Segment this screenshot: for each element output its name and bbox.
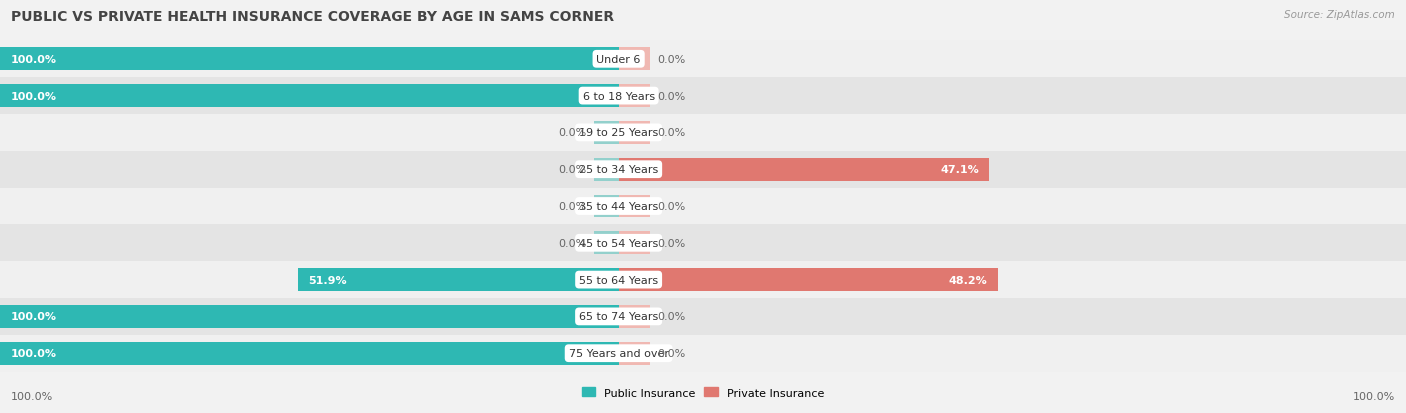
Bar — [619, 48, 650, 71]
Legend: Public Insurance, Private Insurance: Public Insurance, Private Insurance — [578, 383, 828, 402]
Text: Source: ZipAtlas.com: Source: ZipAtlas.com — [1284, 10, 1395, 20]
Text: 100.0%: 100.0% — [11, 55, 56, 65]
Bar — [0, 188, 1406, 225]
Bar — [0, 78, 1406, 115]
Bar — [0, 261, 1406, 298]
Text: 25 to 34 Years: 25 to 34 Years — [579, 165, 658, 175]
Text: 0.0%: 0.0% — [657, 312, 685, 322]
Text: 6 to 18 Years: 6 to 18 Years — [582, 91, 655, 101]
Text: 19 to 25 Years: 19 to 25 Years — [579, 128, 658, 138]
Text: 0.0%: 0.0% — [558, 165, 586, 175]
Text: 100.0%: 100.0% — [1353, 392, 1395, 401]
Text: 0.0%: 0.0% — [558, 238, 586, 248]
Text: 100.0%: 100.0% — [11, 91, 56, 101]
Bar — [593, 232, 619, 254]
Text: 35 to 44 Years: 35 to 44 Years — [579, 202, 658, 211]
Bar — [0, 305, 619, 328]
Text: 0.0%: 0.0% — [657, 202, 685, 211]
Text: 0.0%: 0.0% — [657, 55, 685, 65]
Bar — [0, 335, 1406, 372]
Text: Under 6: Under 6 — [596, 55, 641, 65]
Bar — [0, 225, 1406, 261]
Text: 47.1%: 47.1% — [941, 165, 979, 175]
Bar — [619, 159, 990, 181]
Text: 51.9%: 51.9% — [308, 275, 347, 285]
Text: 0.0%: 0.0% — [657, 238, 685, 248]
Text: 0.0%: 0.0% — [558, 128, 586, 138]
Bar — [593, 122, 619, 145]
Bar — [619, 342, 650, 365]
Bar — [593, 195, 619, 218]
Text: 0.0%: 0.0% — [558, 202, 586, 211]
Bar — [619, 268, 998, 291]
Bar — [0, 298, 1406, 335]
Text: 0.0%: 0.0% — [657, 348, 685, 358]
Bar — [0, 48, 619, 71]
Bar — [0, 152, 1406, 188]
Text: 0.0%: 0.0% — [657, 128, 685, 138]
Text: 45 to 54 Years: 45 to 54 Years — [579, 238, 658, 248]
Text: 100.0%: 100.0% — [11, 392, 53, 401]
Bar — [0, 342, 619, 365]
Bar — [619, 85, 650, 108]
Bar — [619, 122, 650, 145]
Bar — [619, 305, 650, 328]
Text: 75 Years and over: 75 Years and over — [568, 348, 669, 358]
Bar — [298, 268, 619, 291]
Text: 55 to 64 Years: 55 to 64 Years — [579, 275, 658, 285]
Bar — [619, 195, 650, 218]
Bar — [593, 159, 619, 181]
Bar — [619, 232, 650, 254]
Text: 100.0%: 100.0% — [11, 312, 56, 322]
Bar — [0, 115, 1406, 152]
Bar — [0, 41, 1406, 78]
Text: 48.2%: 48.2% — [949, 275, 987, 285]
Text: PUBLIC VS PRIVATE HEALTH INSURANCE COVERAGE BY AGE IN SAMS CORNER: PUBLIC VS PRIVATE HEALTH INSURANCE COVER… — [11, 10, 614, 24]
Text: 0.0%: 0.0% — [657, 91, 685, 101]
Bar — [0, 85, 619, 108]
Text: 65 to 74 Years: 65 to 74 Years — [579, 312, 658, 322]
Text: 100.0%: 100.0% — [11, 348, 56, 358]
